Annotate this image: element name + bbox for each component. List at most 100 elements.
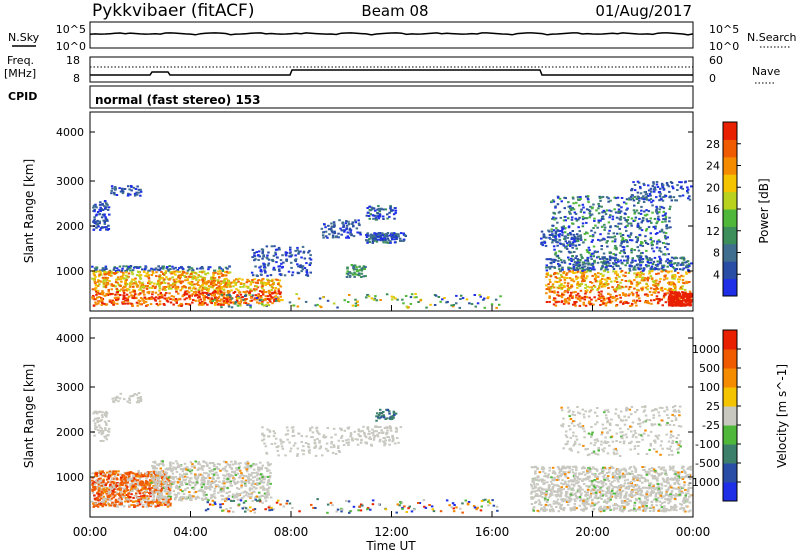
- velocity-cell: [125, 482, 128, 485]
- power-cell: [179, 289, 182, 292]
- velocity-cell: [227, 464, 230, 466]
- power-cell: [274, 251, 277, 254]
- power-cell: [296, 305, 300, 308]
- velocity-cell: [99, 472, 103, 475]
- power-cell: [234, 301, 238, 303]
- power-cell: [108, 280, 111, 282]
- velocity-cell: [111, 472, 115, 475]
- power-cell: [103, 222, 107, 225]
- power-cell: [352, 225, 355, 228]
- velocity-cell: [160, 504, 163, 507]
- power-cell: [246, 278, 249, 281]
- velocity-cell: [95, 475, 98, 478]
- power-cell: [600, 238, 604, 241]
- power-cell: [97, 284, 100, 287]
- power-cell: [94, 284, 98, 286]
- power-cell: [111, 187, 114, 190]
- power-cell: [374, 218, 378, 221]
- power-cell: [235, 281, 238, 284]
- power-cell: [682, 297, 685, 300]
- power-cell: [242, 283, 246, 286]
- velocity-cell: [112, 490, 115, 493]
- power-cell: [168, 292, 171, 295]
- power-cell: [659, 258, 662, 261]
- power-cell: [602, 209, 606, 212]
- power-cell: [620, 270, 624, 272]
- power-cell: [429, 303, 432, 306]
- velocity-cell: [100, 502, 103, 504]
- velocity-cell: [207, 487, 211, 490]
- power-cell: [153, 268, 156, 271]
- power-cell: [637, 196, 640, 199]
- velocity-cell: [241, 477, 245, 480]
- power-cell: [663, 234, 667, 237]
- power-cell: [124, 302, 127, 305]
- velocity-cell: [249, 466, 253, 469]
- power-cell: [123, 188, 127, 190]
- power-cell: [662, 242, 665, 245]
- power-cell: [681, 261, 684, 264]
- power-cell: [273, 245, 276, 248]
- power-cell: [582, 303, 585, 306]
- power-cell: [215, 283, 218, 286]
- power-cell: [621, 262, 624, 265]
- power-cell: [303, 257, 307, 260]
- velocity-cell: [162, 502, 166, 505]
- velocity-cell: [241, 473, 244, 476]
- power-cell: [678, 304, 681, 307]
- velocity-cell: [122, 478, 126, 481]
- power-cell: [103, 205, 106, 208]
- power-cell: [147, 290, 151, 293]
- power-cell: [302, 250, 306, 253]
- power-cell: [599, 304, 602, 306]
- power-cell: [107, 206, 111, 209]
- power-cell: [554, 236, 557, 239]
- power-cell: [105, 294, 108, 297]
- power-cell: [638, 233, 641, 236]
- power-cell: [202, 270, 206, 273]
- power-cell: [601, 257, 605, 260]
- power-cell: [603, 260, 606, 263]
- power-cell: [577, 263, 580, 266]
- power-cell: [160, 281, 163, 284]
- power-cell: [578, 264, 582, 267]
- power-cell: [107, 228, 110, 231]
- power-cell: [551, 241, 554, 244]
- power-cell: [631, 259, 634, 262]
- power-cell: [568, 277, 572, 280]
- power-cell: [684, 299, 687, 302]
- velocity-cell: [202, 478, 205, 481]
- velocity-cell: [154, 491, 158, 494]
- power-cell: [92, 278, 96, 281]
- power-cell: [376, 215, 380, 218]
- velocity-cell: [201, 499, 205, 502]
- power-cell: [91, 277, 94, 280]
- velocity-cell: [154, 505, 157, 508]
- power-cell: [651, 199, 655, 202]
- power-cell: [591, 206, 594, 209]
- power-cell: [99, 270, 102, 273]
- cpid-label: CPID: [8, 90, 37, 103]
- power-cell: [660, 198, 663, 201]
- power-cell: [640, 258, 643, 261]
- noise-right-tick-hi: 10^5: [709, 23, 739, 36]
- power-cell: [128, 285, 132, 288]
- power-cell: [624, 238, 627, 241]
- power-cell: [662, 266, 665, 269]
- velocity-cell: [204, 477, 208, 479]
- power-cell: [681, 291, 684, 294]
- velocity-cell: [145, 484, 148, 487]
- velocity-cell: [195, 480, 199, 482]
- power-cell: [649, 258, 652, 261]
- power-cell: [636, 288, 639, 291]
- power-cell: [220, 286, 223, 288]
- power-cell: [544, 244, 548, 247]
- power-cell: [642, 268, 646, 271]
- power-cell: [673, 274, 677, 277]
- beam-title: Beam 08: [361, 2, 428, 20]
- power-cell: [184, 279, 187, 282]
- power-cell: [199, 275, 203, 278]
- power-cell: [588, 296, 591, 299]
- power-cell: [133, 291, 137, 294]
- power-cell: [203, 299, 206, 302]
